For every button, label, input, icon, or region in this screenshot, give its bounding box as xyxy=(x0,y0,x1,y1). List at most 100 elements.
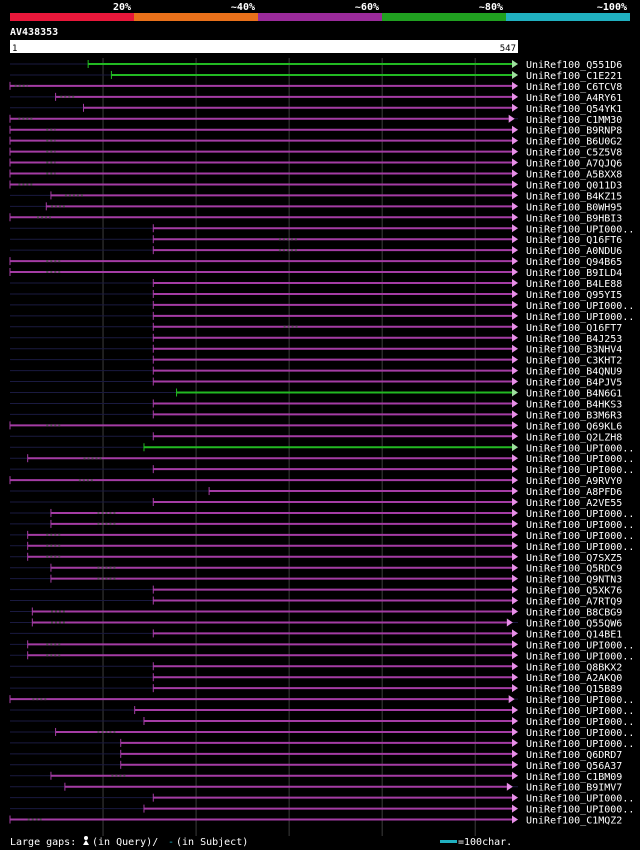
hit-row[interactable]: UniRef100_Q011D3 xyxy=(9,180,622,191)
hit-label[interactable]: UniRef100_A4RY61 xyxy=(526,93,622,104)
hit-row[interactable]: UniRef100_Q16FT6 xyxy=(10,235,622,246)
hit-label[interactable]: UniRef100_B4PJV5 xyxy=(526,378,622,389)
hit-row[interactable]: UniRef100_Q14BE1 xyxy=(10,629,622,640)
hit-row[interactable]: UniRef100_B0WH95 xyxy=(10,202,622,213)
hit-row[interactable]: UniRef100_C6TCV8 xyxy=(9,81,622,93)
hit-row[interactable]: UniRef100_Q16FT7 xyxy=(10,322,622,334)
hit-row[interactable]: UniRef100_UPI000.. xyxy=(10,727,634,739)
hit-row[interactable]: UniRef100_A2VE55 xyxy=(10,498,622,509)
hit-row[interactable]: UniRef100_A9RVY0 xyxy=(9,476,622,487)
hit-row[interactable]: UniRef100_A8PFD6 xyxy=(10,487,622,498)
hit-label[interactable]: UniRef100_Q16FT7 xyxy=(526,323,622,334)
hit-row[interactable]: UniRef100_UPI000.. xyxy=(10,706,634,717)
hit-label[interactable]: UniRef100_UPI000.. xyxy=(526,224,634,235)
hit-row[interactable]: UniRef100_UPI000.. xyxy=(10,519,634,531)
hit-row[interactable]: UniRef100_B4N6G1 xyxy=(10,388,622,400)
hit-label[interactable]: UniRef100_Q54YK1 xyxy=(526,104,622,115)
hit-label[interactable]: UniRef100_Q55QW6 xyxy=(526,618,622,629)
hit-row[interactable]: UniRef100_UPI000.. xyxy=(10,541,634,553)
hit-row[interactable]: UniRef100_Q95YI5 xyxy=(10,289,622,301)
hit-label[interactable]: UniRef100_A9RVY0 xyxy=(526,476,622,487)
hit-row[interactable]: UniRef100_Q8BKX2 xyxy=(10,662,622,673)
hit-row[interactable]: UniRef100_B4KZ15 xyxy=(10,191,622,202)
hit-row[interactable]: UniRef100_C1E221 xyxy=(10,70,622,82)
hit-row[interactable]: UniRef100_B4HKS3 xyxy=(10,399,622,410)
hit-label[interactable]: UniRef100_B8CBG9 xyxy=(526,608,622,619)
hit-row[interactable]: UniRef100_Q551D6 xyxy=(10,60,622,71)
hit-label[interactable]: UniRef100_B9ILD4 xyxy=(526,268,622,279)
hit-row[interactable]: UniRef100_Q15B89 xyxy=(10,684,622,695)
hit-label[interactable]: UniRef100_A2VE55 xyxy=(526,498,622,509)
hit-label[interactable]: UniRef100_UPI000.. xyxy=(526,531,634,542)
hit-row[interactable]: UniRef100_UPI000.. xyxy=(10,454,634,465)
hit-label[interactable]: UniRef100_UPI000.. xyxy=(526,728,634,739)
hit-row[interactable]: UniRef100_Q56A37 xyxy=(10,760,622,772)
hit-row[interactable]: UniRef100_Q94B65 xyxy=(9,257,622,268)
hit-label[interactable]: UniRef100_C1MQZ2 xyxy=(526,816,622,827)
hit-row[interactable]: UniRef100_UPI000.. xyxy=(10,465,634,476)
hit-label[interactable]: UniRef100_UPI000.. xyxy=(526,706,634,717)
hit-row[interactable]: UniRef100_B3M6R3 xyxy=(10,410,622,421)
hit-row[interactable]: UniRef100_Q55QW6 xyxy=(10,618,622,629)
hit-label[interactable]: UniRef100_B4J253 xyxy=(526,334,622,345)
hit-label[interactable]: UniRef100_B3NHV4 xyxy=(526,345,622,356)
hit-row[interactable]: UniRef100_B3NHV4 xyxy=(10,344,622,356)
hit-row[interactable]: UniRef100_B4PJV5 xyxy=(10,377,622,389)
hit-label[interactable]: UniRef100_Q5RDC9 xyxy=(526,564,622,575)
hit-row[interactable]: UniRef100_A5BXX8 xyxy=(9,169,622,181)
hit-label[interactable]: UniRef100_UPI000.. xyxy=(526,794,634,805)
hit-row[interactable]: UniRef100_C3KHT2 xyxy=(10,355,622,367)
hit-label[interactable]: UniRef100_A8PFD6 xyxy=(526,487,622,498)
hit-row[interactable]: UniRef100_Q6DRD7 xyxy=(10,749,622,761)
hit-row[interactable]: UniRef100_UPI000.. xyxy=(10,530,634,542)
hit-label[interactable]: UniRef100_C1MM30 xyxy=(526,115,622,126)
hit-label[interactable]: UniRef100_B9RNP8 xyxy=(526,126,622,137)
hit-label[interactable]: UniRef100_UPI000.. xyxy=(526,542,634,553)
hit-label[interactable]: UniRef100_Q8BKX2 xyxy=(526,662,622,673)
hit-row[interactable]: UniRef100_UPI000.. xyxy=(10,651,634,662)
hit-row[interactable]: UniRef100_B9IMV7 xyxy=(10,782,622,794)
hit-row[interactable]: UniRef100_Q7SXZ5 xyxy=(10,552,622,564)
hit-label[interactable]: UniRef100_UPI000.. xyxy=(526,520,634,531)
hit-label[interactable]: UniRef100_Q94B65 xyxy=(526,257,622,268)
hit-row[interactable]: UniRef100_UPI000.. xyxy=(10,738,634,750)
hit-label[interactable]: UniRef100_B3M6R3 xyxy=(526,410,622,421)
hit-row[interactable]: UniRef100_UPI000.. xyxy=(10,300,634,312)
hit-label[interactable]: UniRef100_Q5XK76 xyxy=(526,586,622,597)
hit-label[interactable]: UniRef100_B4HKS3 xyxy=(526,399,622,410)
hit-row[interactable]: UniRef100_UPI000.. xyxy=(10,443,634,454)
hit-row[interactable]: UniRef100_A0NDU6 xyxy=(10,246,622,257)
hit-label[interactable]: UniRef100_B4LE88 xyxy=(526,279,622,290)
hit-label[interactable]: UniRef100_B9HBI3 xyxy=(526,213,622,224)
hit-label[interactable]: UniRef100_A7RTQ9 xyxy=(526,597,622,608)
hit-label[interactable]: UniRef100_UPI000.. xyxy=(526,301,634,312)
hit-label[interactable]: UniRef100_UPI000.. xyxy=(526,465,634,476)
hit-row[interactable]: UniRef100_B4LE88 xyxy=(10,279,622,290)
hit-label[interactable]: UniRef100_UPI000.. xyxy=(526,805,634,816)
hit-label[interactable]: UniRef100_B9IMV7 xyxy=(526,783,622,794)
hit-label[interactable]: UniRef100_Q011D3 xyxy=(526,180,622,191)
hit-row[interactable]: UniRef100_UPI000.. xyxy=(10,224,634,235)
hit-row[interactable]: UniRef100_A7QJQ6 xyxy=(9,158,622,170)
hit-label[interactable]: UniRef100_A5BXX8 xyxy=(526,170,622,181)
hit-row[interactable]: UniRef100_A7RTQ9 xyxy=(10,596,622,608)
hit-label[interactable]: UniRef100_B6U0G2 xyxy=(526,137,622,148)
hit-label[interactable]: UniRef100_C6TCV8 xyxy=(526,82,622,93)
hit-label[interactable]: UniRef100_Q14BE1 xyxy=(526,629,622,640)
hit-row[interactable]: UniRef100_UPI000.. xyxy=(10,311,634,323)
hit-label[interactable]: UniRef100_Q2LZH8 xyxy=(526,432,622,443)
hit-row[interactable]: UniRef100_B4QNU9 xyxy=(10,366,622,378)
hit-label[interactable]: UniRef100_B4KZ15 xyxy=(526,191,622,202)
hit-row[interactable]: UniRef100_UPI000.. xyxy=(10,793,634,805)
hit-row[interactable]: UniRef100_C1MQZ2 xyxy=(9,815,622,827)
hit-row[interactable]: UniRef100_B9HBI3 xyxy=(9,213,622,224)
hit-label[interactable]: UniRef100_UPI000.. xyxy=(526,509,634,520)
hit-label[interactable]: UniRef100_B4N6G1 xyxy=(526,389,622,400)
hit-row[interactable]: UniRef100_Q5XK76 xyxy=(10,585,622,597)
hit-label[interactable]: UniRef100_B0WH95 xyxy=(526,202,622,213)
hit-row[interactable]: UniRef100_B8CBG9 xyxy=(10,607,622,619)
hit-label[interactable]: UniRef100_Q56A37 xyxy=(526,761,622,772)
hit-label[interactable]: UniRef100_UPI000.. xyxy=(526,739,634,750)
hit-label[interactable]: UniRef100_Q6DRD7 xyxy=(526,750,622,761)
hit-row[interactable]: UniRef100_B9RNP8 xyxy=(9,125,622,137)
